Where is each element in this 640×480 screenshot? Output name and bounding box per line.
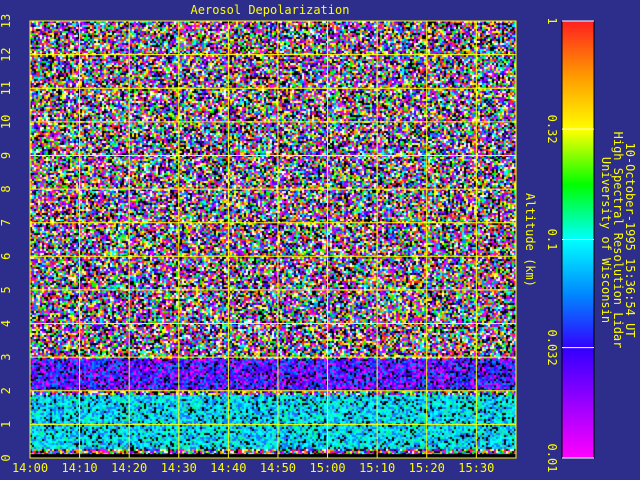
credits: University of Wisconsin High Spectral Re… — [599, 132, 637, 349]
heatmap-plot-area — [30, 21, 516, 458]
colorbar-tick-label: 0.1 — [545, 229, 559, 251]
heatmap-image — [30, 21, 516, 458]
y-tick-label: 2 — [0, 387, 13, 394]
chart-title: Aerosol Depolarization — [191, 3, 350, 17]
y-tick-label: 12 — [0, 47, 13, 61]
y-tick-label: 9 — [0, 152, 13, 159]
x-tick-label: 14:00 — [12, 461, 48, 475]
colorbar-tick-label: 0.32 — [545, 115, 559, 144]
credit-line-2: High Spectral Resolution Lidar — [611, 132, 625, 349]
colorbar-ticks: 1 0.32 0.1 0.032 0.01 — [545, 17, 594, 472]
x-tick-label: 15:20 — [409, 461, 445, 475]
y-tick-label: 1 — [0, 421, 13, 428]
credit-line-3: 10-October-1995 15:36:54 UT — [623, 142, 637, 337]
y-tick-label: 4 — [0, 320, 13, 327]
y-tick-label: 3 — [0, 354, 13, 361]
colorbar-tick-label: 0.01 — [545, 444, 559, 473]
y-tick-label: 11 — [0, 81, 13, 95]
x-tick-label: 14:50 — [260, 461, 296, 475]
y-tick-label: 0 — [0, 454, 13, 461]
colorbar-tick-label: 0.032 — [545, 330, 559, 366]
y-tick-label: 6 — [0, 253, 13, 260]
x-tick-label: 15:10 — [359, 461, 395, 475]
x-tick-label: 15:00 — [309, 461, 345, 475]
y-tick-label: 5 — [0, 286, 13, 293]
y-tick-label: 7 — [0, 219, 13, 226]
y-tick-label: 10 — [0, 115, 13, 129]
x-tick-label: 14:10 — [62, 461, 98, 475]
x-tick-label: 14:20 — [111, 461, 147, 475]
x-tick-label: 14:30 — [161, 461, 197, 475]
grid — [29, 20, 517, 459]
x-tick-label: 15:30 — [458, 461, 494, 475]
credit-line-1: University of Wisconsin — [599, 157, 613, 323]
y-tick-label: 13 — [0, 14, 13, 28]
x-axis-ticks: 14:00 14:10 14:20 14:30 14:40 14:50 15:00 15:10… — [12, 461, 494, 475]
colorbar-tick-label: 1 — [545, 17, 559, 24]
y-tick-label: 8 — [0, 185, 13, 192]
y-axis-label: Altitude (km) — [523, 193, 537, 287]
x-tick-label: 14:40 — [210, 461, 246, 475]
